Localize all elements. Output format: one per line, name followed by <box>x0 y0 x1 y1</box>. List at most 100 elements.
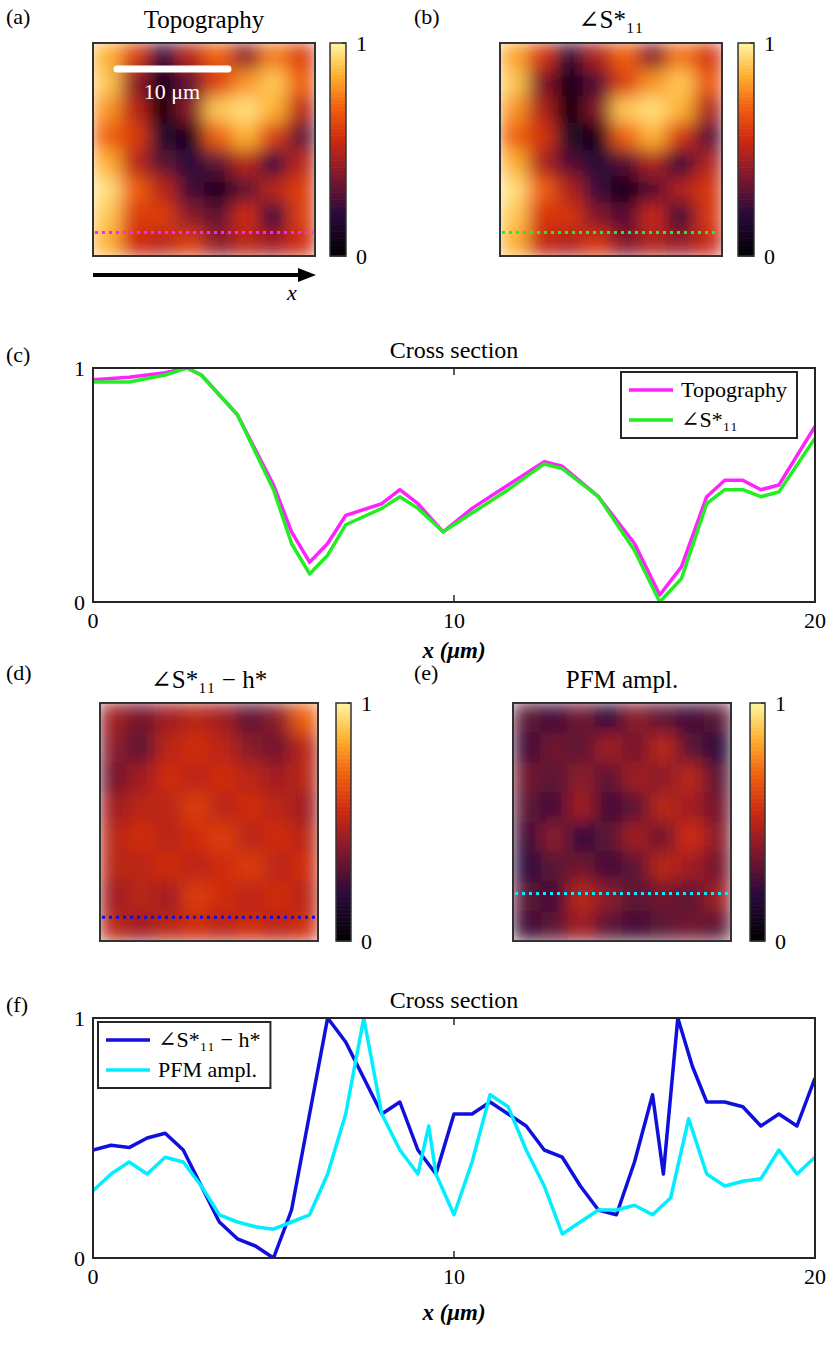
colorbar-step <box>750 838 765 843</box>
colorbar-step <box>750 735 765 740</box>
heat-cell <box>667 70 695 97</box>
line-panel: (f)Cross section0102001x (μm)∠S*₁₁ − h*P… <box>6 987 826 1325</box>
heatmap-clip <box>100 703 318 941</box>
colorbar-step <box>336 921 351 926</box>
heat-cell <box>595 911 623 941</box>
heat-cell <box>127 733 155 763</box>
colorbar-step <box>330 118 346 122</box>
heat-cell <box>611 203 639 230</box>
heat-cell <box>667 203 695 230</box>
heat-cell <box>528 203 556 230</box>
y-tick-right <box>808 1017 815 1019</box>
colorbar-step <box>738 192 754 196</box>
heat-cell <box>182 822 210 852</box>
heat-cell <box>556 150 584 177</box>
plot-lines <box>93 368 815 602</box>
heat-cell <box>595 763 623 793</box>
colorbar-step <box>330 47 346 51</box>
colorbar-step <box>336 885 351 890</box>
heat-cell <box>155 703 183 733</box>
heat-cell <box>204 176 232 203</box>
x-tick-top <box>92 368 94 375</box>
heat-cell <box>236 822 264 852</box>
colorbar-step <box>336 782 351 787</box>
colorbar-step <box>738 125 754 129</box>
colorbar-step <box>336 929 351 934</box>
colorbar-step <box>336 901 351 906</box>
heat-cell <box>209 852 237 882</box>
colorbar-step <box>738 121 754 125</box>
colorbar-step <box>750 870 765 875</box>
heat-cell <box>260 123 288 150</box>
colorbar-step <box>330 135 346 139</box>
colorbar-step <box>336 794 351 799</box>
heat-cell <box>583 43 611 70</box>
heat-cell <box>556 96 584 123</box>
heat-cell <box>149 150 177 177</box>
colorbar-step <box>738 213 754 217</box>
colorbar-step <box>738 128 754 132</box>
heat-cell <box>667 123 695 150</box>
colorbar-step <box>330 150 346 154</box>
colorbar-step <box>330 86 346 90</box>
colorbar-step <box>738 110 754 114</box>
colorbar-step <box>750 862 765 867</box>
heat-cell <box>694 43 722 70</box>
heat-cell <box>100 703 128 733</box>
colorbar-step <box>750 814 765 819</box>
colorbar-step <box>336 743 351 748</box>
heat-cell <box>649 852 677 882</box>
heat-cell <box>528 96 556 123</box>
heat-cell <box>260 43 288 70</box>
heatmap-clip <box>513 703 731 941</box>
colorbar-tick-label: 0 <box>356 244 367 269</box>
colorbar-step <box>750 715 765 720</box>
heat-cell <box>540 733 568 763</box>
heat-cell <box>209 733 237 763</box>
colorbar-step <box>336 766 351 771</box>
heat-cell <box>260 96 288 123</box>
colorbar-step <box>330 75 346 79</box>
colorbar-step <box>330 114 346 118</box>
colorbar-step <box>750 878 765 883</box>
heat-cell <box>513 703 541 733</box>
colorbar-step <box>750 723 765 728</box>
heat-cell <box>540 792 568 822</box>
x-tick-top <box>453 1018 455 1025</box>
colorbar-step <box>750 917 765 922</box>
colorbar-step <box>330 107 346 111</box>
colorbar-step <box>750 790 765 795</box>
legend-label: ∠S*₁₁ − h* <box>158 1027 260 1052</box>
colorbar-step <box>738 135 754 139</box>
colorbar-step <box>330 110 346 114</box>
colorbar-step <box>750 842 765 847</box>
colorbar-step <box>330 125 346 129</box>
colorbar-step <box>750 905 765 910</box>
heat-cell <box>155 763 183 793</box>
colorbar-step <box>738 217 754 221</box>
x-tick <box>453 1251 455 1258</box>
heat-cell <box>556 43 584 70</box>
heat-cell <box>704 852 731 882</box>
colorbar-step <box>750 766 765 771</box>
heat-cell <box>513 882 541 912</box>
colorbar-step <box>738 150 754 154</box>
colorbar-step <box>738 47 754 51</box>
heat-cell <box>500 43 528 70</box>
heat-cell <box>677 792 705 822</box>
heat-cell <box>149 123 177 150</box>
colorbar-tick <box>347 702 351 704</box>
colorbar-step <box>336 786 351 791</box>
colorbar-step <box>336 739 351 744</box>
colorbar-step <box>738 50 754 54</box>
colorbar-step <box>738 235 754 239</box>
y-tick-label: 1 <box>74 1006 85 1031</box>
colorbar-step <box>336 933 351 938</box>
heat-cell <box>694 176 722 203</box>
colorbar-step <box>738 174 754 178</box>
heat-cell <box>264 882 292 912</box>
colorbar-step <box>738 157 754 161</box>
heatmap-clip <box>500 43 722 256</box>
heat-cell <box>528 43 556 70</box>
colorbar-step <box>738 153 754 157</box>
